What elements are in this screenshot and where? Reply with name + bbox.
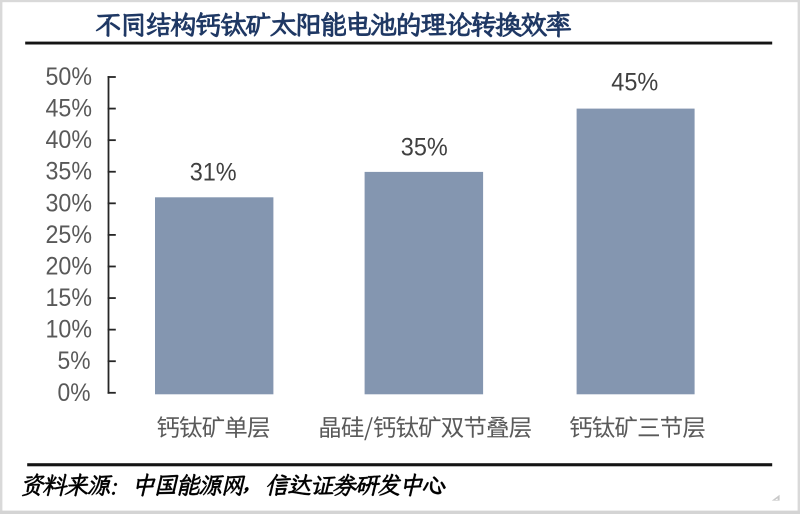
svg-text:45%: 45% — [46, 95, 93, 123]
svg-text:0%: 0% — [58, 379, 91, 407]
svg-text:31%: 31% — [190, 159, 237, 187]
svg-text:50%: 50% — [46, 63, 93, 91]
svg-text:15%: 15% — [46, 284, 93, 312]
svg-text:45%: 45% — [611, 69, 658, 97]
svg-text:25%: 25% — [46, 221, 93, 249]
svg-text:10%: 10% — [46, 316, 93, 344]
svg-text:35%: 35% — [401, 134, 448, 162]
svg-text:20%: 20% — [46, 253, 93, 281]
svg-text:5%: 5% — [58, 347, 91, 375]
svg-text:40%: 40% — [46, 126, 93, 154]
svg-text:30%: 30% — [46, 189, 93, 217]
svg-text:35%: 35% — [46, 158, 93, 186]
